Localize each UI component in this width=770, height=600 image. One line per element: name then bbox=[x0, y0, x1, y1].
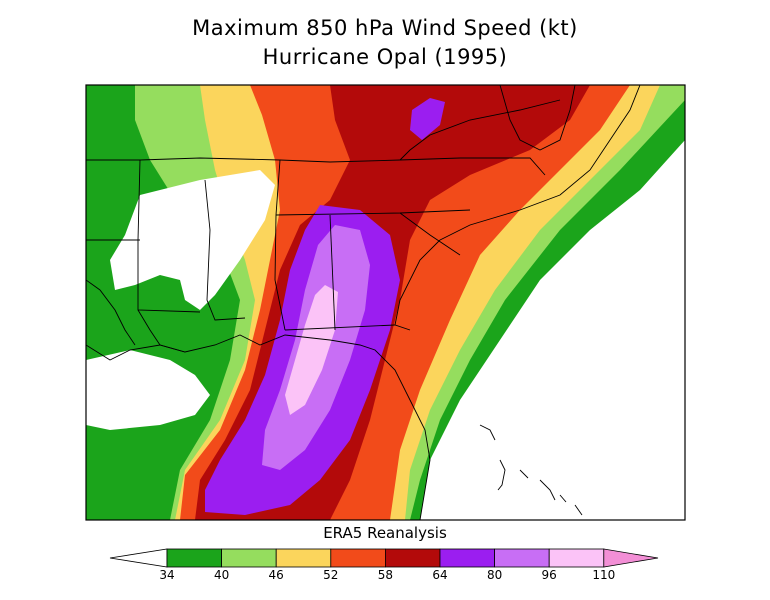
colorbar-swatch bbox=[384, 548, 441, 568]
source-caption: ERA5 Reanalysis bbox=[323, 524, 447, 542]
ocean-calm-region bbox=[420, 245, 685, 520]
colorbar-tick-label: 96 bbox=[541, 568, 557, 582]
colorbar-swatch bbox=[494, 548, 550, 568]
contour-64-80-north bbox=[410, 98, 445, 140]
colorbar-tick-label: 46 bbox=[268, 568, 284, 582]
west-calm-region bbox=[110, 170, 275, 310]
colorbar-swatch bbox=[548, 548, 605, 568]
wind-field bbox=[86, 85, 685, 520]
colorbar-tick-label: 34 bbox=[159, 568, 175, 582]
bahamas-outlines bbox=[479, 424, 583, 516]
colorbar-swatch bbox=[439, 548, 495, 568]
colorbar-swatch bbox=[330, 548, 386, 568]
colorbar-tick-label: 80 bbox=[486, 568, 503, 582]
map-frame bbox=[85, 84, 686, 521]
gulf-calm-region bbox=[86, 350, 210, 430]
colorbar-tick-label: 40 bbox=[213, 568, 230, 582]
chart-subtitle: Hurricane Opal (1995) bbox=[262, 45, 508, 69]
colorbar-tick-label: 52 bbox=[323, 568, 339, 582]
colorbar-under-triangle bbox=[109, 548, 168, 568]
colorbar-over-triangle bbox=[603, 548, 659, 568]
chart-title: Maximum 850 hPa Wind Speed (kt) bbox=[192, 16, 578, 40]
colorbar-tick-label: 110 bbox=[592, 568, 616, 582]
contour-96-110 bbox=[285, 285, 338, 415]
colorbar-swatch bbox=[166, 548, 222, 568]
colorbar-swatch bbox=[221, 548, 277, 568]
colorbar-tick-label: 58 bbox=[377, 568, 394, 582]
colorbar bbox=[109, 548, 659, 568]
colorbar-swatch bbox=[275, 548, 332, 568]
colorbar-tick-label: 64 bbox=[432, 568, 448, 582]
map-boundaries bbox=[86, 85, 641, 520]
